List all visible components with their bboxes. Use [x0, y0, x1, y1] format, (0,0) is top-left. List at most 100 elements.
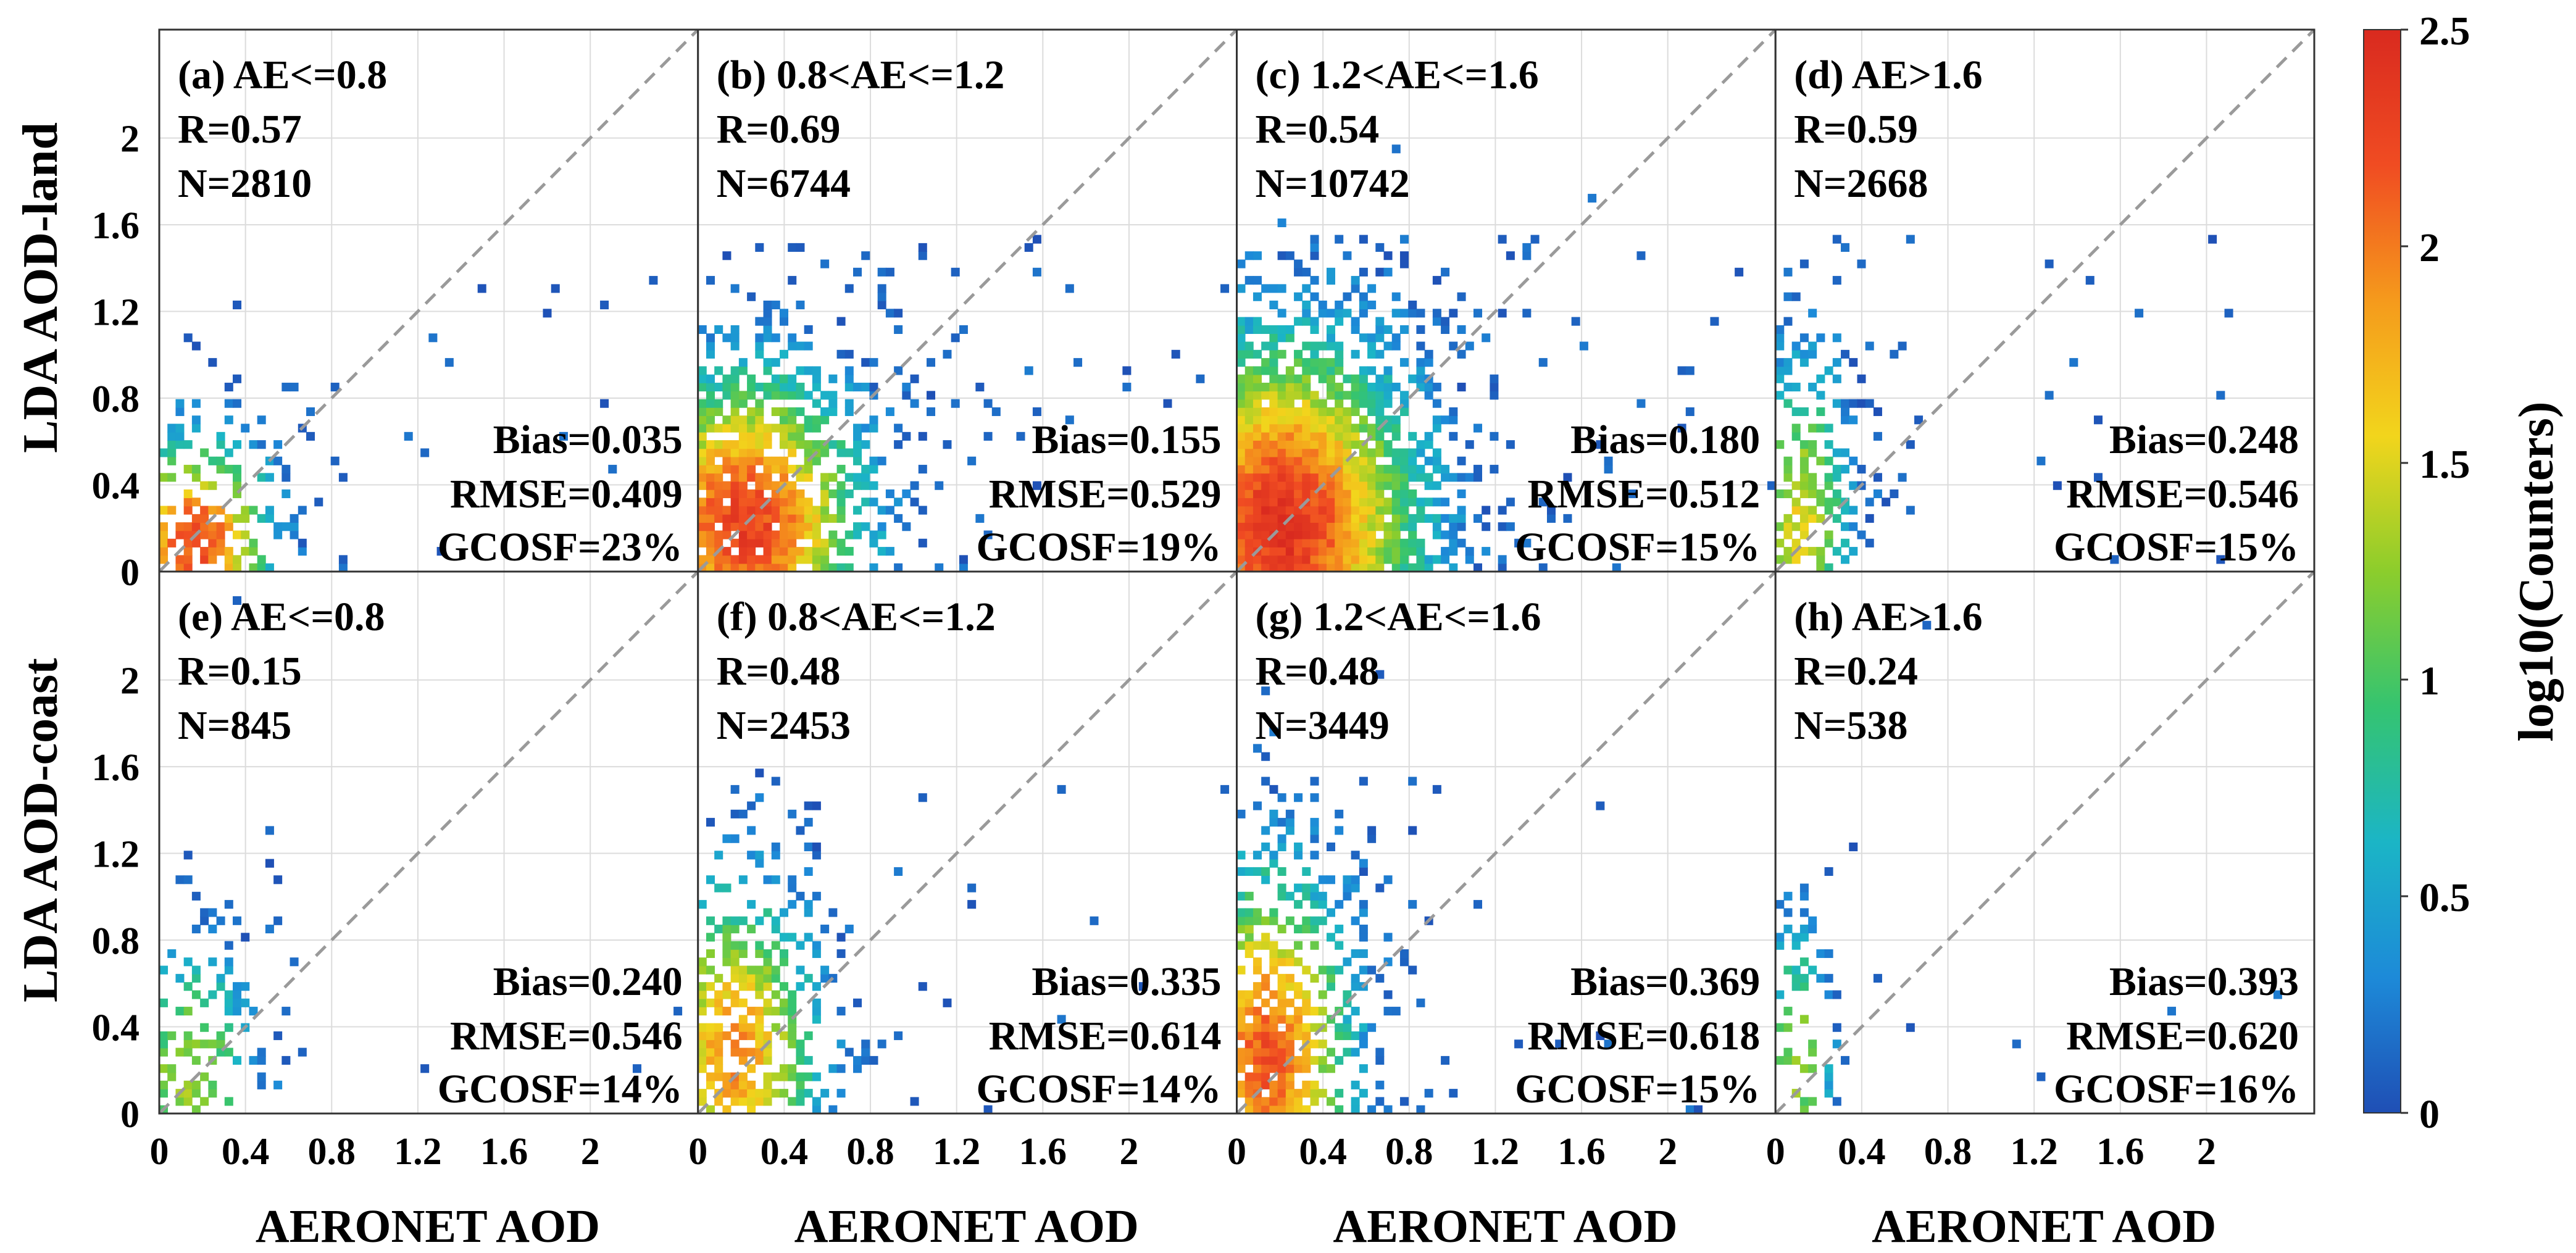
heatmap-bin	[1424, 473, 1433, 482]
heatmap-bin	[200, 916, 209, 925]
heatmap-bin	[1310, 530, 1319, 539]
heatmap-bin	[1441, 555, 1450, 564]
heatmap-bin	[730, 465, 740, 474]
heatmap-bin	[698, 448, 707, 457]
heatmap-bin	[1367, 530, 1377, 539]
heatmap-bin	[1269, 341, 1278, 351]
heatmap-bin	[1294, 465, 1303, 474]
heatmap-bin	[224, 383, 233, 392]
heatmap-bin	[755, 456, 764, 465]
heatmap-bin	[1310, 243, 1319, 252]
heatmap-bin	[1783, 267, 1793, 277]
heatmap-bin	[1261, 1015, 1270, 1024]
heatmap-bin	[1244, 547, 1254, 556]
heatmap-bin	[1244, 1105, 1254, 1114]
heatmap-bin	[241, 547, 250, 556]
heatmap-bin	[796, 243, 805, 252]
heatmap-bin	[1318, 1007, 1327, 1016]
heatmap-bin	[1269, 538, 1278, 547]
heatmap-bin	[183, 1039, 193, 1049]
heatmap-bin	[224, 965, 233, 975]
heatmap-bin	[436, 547, 446, 556]
heatmap-bin	[722, 990, 732, 999]
heatmap-bin	[1302, 1064, 1311, 1073]
heatmap-bin	[1244, 251, 1254, 260]
heatmap-bin	[273, 1080, 283, 1089]
heatmap-bin	[747, 415, 756, 425]
heatmap-bin	[1416, 506, 1425, 515]
heatmap-bin	[706, 440, 715, 449]
heatmap-bin	[1783, 925, 1793, 934]
heatmap-bin	[918, 251, 927, 260]
heatmap-bin	[1375, 448, 1385, 457]
heatmap-bin	[1294, 941, 1303, 950]
heatmap-bin	[1514, 1039, 1524, 1049]
heatmap-bin	[779, 407, 789, 417]
heatmap-bin	[1359, 965, 1368, 975]
heatmap-bin	[249, 1007, 258, 1016]
heatmap-bin	[1359, 473, 1368, 482]
heatmap-bin	[1236, 1080, 1246, 1089]
panel-b: (b) 0.8<AE<=1.2R=0.69N=6744Bias=0.155RMS…	[696, 28, 1238, 573]
heatmap-bin	[1383, 448, 1393, 457]
heatmap-bin	[224, 415, 233, 425]
heatmap-bin	[975, 514, 985, 523]
heatmap-bin	[1294, 843, 1303, 852]
heatmap-bin	[747, 431, 756, 441]
heatmap-bin	[1343, 448, 1352, 457]
heatmap-bin	[1375, 538, 1385, 547]
heatmap-bin	[1367, 349, 1377, 359]
heatmap-bin	[216, 547, 225, 556]
heatmap-bin	[1383, 366, 1393, 375]
heatmap-bin	[1359, 415, 1368, 425]
heatmap-bin	[1399, 957, 1409, 967]
heatmap-bin	[200, 1023, 209, 1032]
heatmap-bin	[755, 1039, 764, 1049]
heatmap-bin	[1261, 916, 1270, 925]
heatmap-bin	[1261, 1072, 1270, 1081]
heatmap-bin	[738, 530, 748, 539]
heatmap-bin	[2273, 990, 2282, 999]
heatmap-bin	[273, 440, 283, 449]
heatmap-bin	[755, 1031, 764, 1041]
heatmap-bin	[257, 1047, 266, 1057]
heatmap-bin	[771, 990, 780, 999]
heatmap-bin	[894, 325, 903, 335]
heatmap-bin	[779, 957, 789, 967]
heatmap-bin	[257, 1080, 266, 1089]
heatmap-bin	[1277, 538, 1286, 547]
heatmap-bin	[1310, 506, 1319, 515]
heatmap-bin	[1841, 506, 1850, 515]
heatmap-bin	[1326, 448, 1335, 457]
heatmap-bin	[836, 1089, 846, 1098]
heatmap-bin	[730, 1039, 740, 1049]
heatmap-bin	[1799, 1064, 1809, 1073]
heatmap-bin	[1375, 473, 1385, 482]
heatmap-bin	[1775, 374, 1785, 383]
heatmap-bin	[1269, 514, 1278, 523]
heatmap-bin	[779, 506, 789, 515]
heatmap-bin	[706, 530, 715, 539]
heatmap-bin	[1236, 941, 1246, 950]
heatmap-bin	[1873, 473, 1882, 482]
heatmap-bin	[755, 317, 764, 326]
heatmap-bin	[1220, 284, 1230, 293]
heatmap-bin	[159, 522, 169, 531]
heatmap-bin	[1310, 448, 1319, 457]
heatmap-bin	[755, 851, 764, 860]
heatmap-bin	[1236, 407, 1246, 417]
heatmap-bin	[1791, 1055, 1801, 1065]
heatmap-bin	[730, 957, 740, 967]
colorbar-tick-label: 0.5	[2419, 875, 2470, 920]
heatmap-bin	[1343, 391, 1352, 400]
heatmap-bin	[1294, 1064, 1303, 1073]
heatmap-bin	[885, 506, 894, 515]
heatmap-bin	[1335, 407, 1344, 417]
heatmap-bin	[306, 407, 315, 417]
heatmap-bin	[804, 900, 813, 909]
heatmap-bin	[1236, 908, 1246, 917]
heatmap-bin	[1783, 465, 1793, 474]
heatmap-bin	[779, 1031, 789, 1041]
heatmap-bin	[1416, 325, 1425, 335]
